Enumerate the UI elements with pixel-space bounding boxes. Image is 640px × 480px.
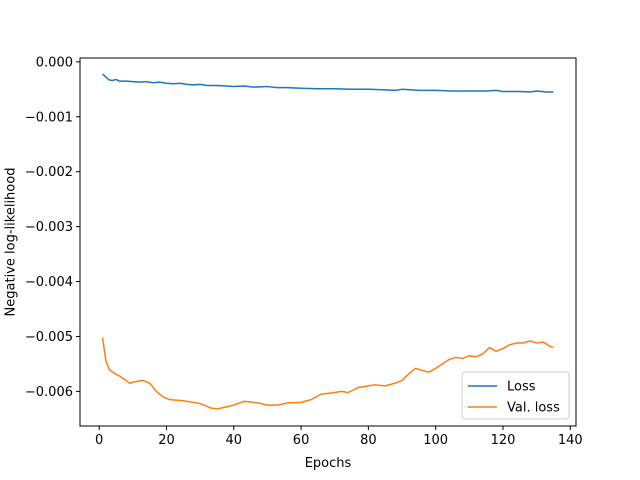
- y-axis-label: Negative log-likelihood: [4, 168, 19, 317]
- x-axis-label: Epochs: [305, 456, 352, 471]
- series-line-val-loss: [101, 337, 554, 410]
- legend-label-val-loss: Val. loss: [507, 401, 560, 416]
- x-tick-label: 0: [95, 433, 103, 448]
- plot-marks: [101, 73, 554, 410]
- y-tick-label: −0.003: [25, 220, 73, 235]
- y-tick-label: −0.001: [25, 110, 73, 125]
- x-tick-label: 80: [360, 433, 377, 448]
- series-line-loss: [102, 73, 554, 93]
- x-tick-label: 40: [226, 433, 243, 448]
- y-tick-label: −0.004: [25, 275, 73, 290]
- y-tick-label: 0.000: [36, 55, 73, 70]
- legend: Loss Val. loss: [461, 371, 570, 420]
- x-tick-label: 60: [293, 433, 310, 448]
- y-tick-label: −0.005: [25, 330, 73, 345]
- y-tick-label: −0.002: [25, 165, 73, 180]
- x-tick-label: 140: [558, 433, 583, 448]
- y-axis-ticks: 0.000 −0.001 −0.002 −0.003 −0.004 −0.005 −0.00…: [25, 55, 80, 400]
- y-tick-label: −0.006: [25, 385, 73, 400]
- x-axis-ticks: 0 20 40 60 80 100 120 140: [95, 426, 583, 448]
- axes-frame: [79, 57, 577, 427]
- x-tick-label: 100: [423, 433, 448, 448]
- x-tick-label: 120: [491, 433, 516, 448]
- x-tick-label: 20: [158, 433, 175, 448]
- legend-label-loss: Loss: [507, 380, 536, 395]
